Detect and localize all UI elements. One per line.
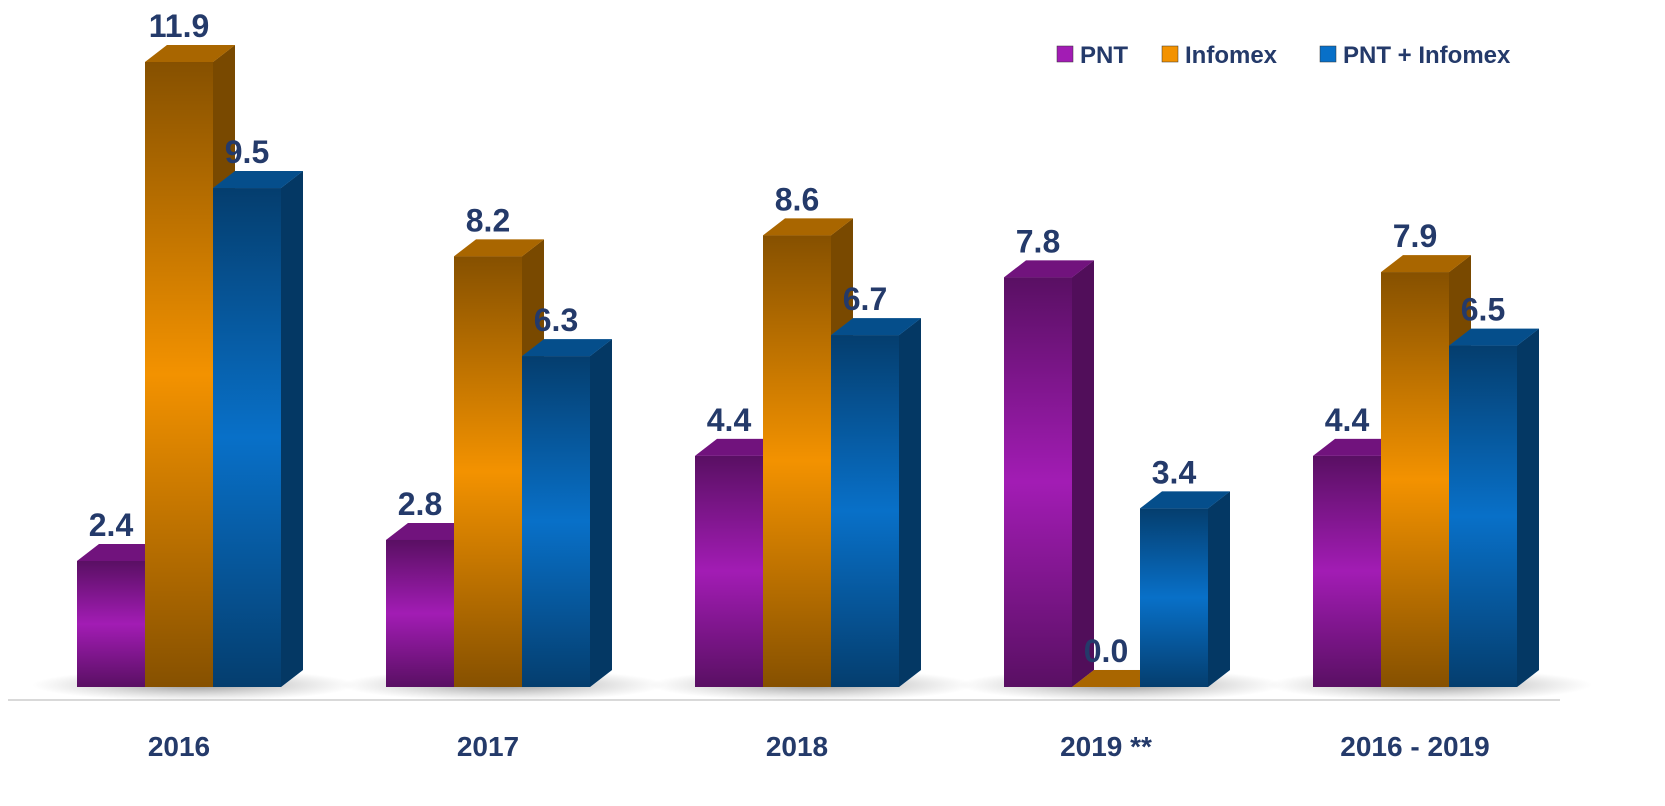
legend-swatch xyxy=(1056,45,1074,63)
bar-front-shade xyxy=(77,560,145,687)
bar-front-shade xyxy=(763,235,831,687)
x-tick-label: 2016 xyxy=(148,731,210,762)
bar-top xyxy=(77,543,167,561)
x-tick-label: 2018 xyxy=(766,731,828,762)
value-label: 4.4 xyxy=(707,402,752,438)
x-tick-label: 2016 - 2019 xyxy=(1340,731,1489,762)
bar-top-shade xyxy=(763,218,853,236)
bar-top-shade xyxy=(454,239,544,257)
bar xyxy=(522,339,612,687)
bar-top xyxy=(1004,260,1094,278)
x-tick-label: 2019 ** xyxy=(1060,731,1152,762)
value-label: 9.5 xyxy=(225,134,269,170)
bar-top-shade xyxy=(213,171,303,189)
value-label: 11.9 xyxy=(149,8,210,44)
value-label: 0.0 xyxy=(1084,633,1128,669)
legend-item: PNT + Infomex xyxy=(1319,42,1511,69)
bar-front-shade xyxy=(831,335,899,687)
value-label: 8.6 xyxy=(775,181,819,217)
legend-swatch xyxy=(1319,45,1337,63)
bar-top-shade xyxy=(1140,491,1230,509)
x-tick-label: 2017 xyxy=(457,731,519,762)
bar xyxy=(1004,260,1094,687)
legend-label: PNT xyxy=(1080,42,1128,69)
bar-front-shade xyxy=(1140,508,1208,687)
bar-side-shade xyxy=(590,339,612,687)
bar-top-shade xyxy=(386,522,476,540)
bar-top xyxy=(1140,491,1230,509)
bar-top-shade xyxy=(145,45,235,62)
bar xyxy=(1449,328,1539,687)
bar-front-shade xyxy=(1381,272,1449,687)
value-label: 3.4 xyxy=(1152,454,1197,490)
bar xyxy=(213,171,303,687)
bar-front-shade xyxy=(386,539,454,687)
bar-side-shade xyxy=(1517,328,1539,687)
bar-top xyxy=(454,239,544,257)
legend-label: Infomex xyxy=(1185,42,1278,69)
bar-front-shade xyxy=(1313,455,1381,687)
bar-top xyxy=(695,438,785,456)
bar xyxy=(1140,491,1230,687)
bar xyxy=(831,318,921,687)
value-label: 4.4 xyxy=(1325,402,1370,438)
legend-label: PNT + Infomex xyxy=(1343,42,1511,69)
value-label: 7.8 xyxy=(1016,223,1060,259)
bar-top xyxy=(1449,328,1539,346)
bar-side-shade xyxy=(281,171,303,687)
bar-top xyxy=(213,171,303,189)
bar-side-shade xyxy=(1208,491,1230,687)
bar-top-shade xyxy=(1313,438,1403,456)
bar-front-shade xyxy=(1004,277,1072,687)
bar-top xyxy=(1381,255,1471,273)
bar xyxy=(1072,670,1162,687)
bar-top-shade xyxy=(1004,260,1094,278)
legend-item: Infomex xyxy=(1161,42,1278,69)
bar-side-shade xyxy=(899,318,921,687)
bar-front-shade xyxy=(1449,345,1517,687)
bar-front-shade xyxy=(695,455,763,687)
legend-item: PNT xyxy=(1056,42,1128,69)
value-label: 6.5 xyxy=(1461,292,1505,328)
bar-top-shade xyxy=(1449,328,1539,346)
bar-top-shade xyxy=(522,339,612,357)
legend-swatch xyxy=(1161,45,1179,63)
bar-top xyxy=(763,218,853,236)
bar-front-shade xyxy=(213,188,281,687)
bar-top xyxy=(831,318,921,336)
value-label: 6.7 xyxy=(843,281,887,317)
bar-top-shade xyxy=(695,438,785,456)
bar-front-shade xyxy=(522,356,590,687)
bar-front-shade xyxy=(145,62,213,687)
value-label: 8.2 xyxy=(466,202,510,238)
bar-front-shade xyxy=(454,256,522,687)
value-label: 7.9 xyxy=(1393,218,1437,254)
bar-top xyxy=(1313,438,1403,456)
bar-top xyxy=(1072,670,1162,687)
bar-top xyxy=(145,45,235,62)
bar-side-shade xyxy=(1072,260,1094,687)
bar-top-shade xyxy=(77,543,167,561)
value-label: 2.4 xyxy=(89,507,134,543)
bar-top-shade xyxy=(831,318,921,336)
value-label: 2.8 xyxy=(398,486,442,522)
bar-top-shade xyxy=(1072,670,1162,687)
bar-top xyxy=(386,522,476,540)
bar-top-shade xyxy=(1381,255,1471,273)
bar-top xyxy=(522,339,612,357)
value-label: 6.3 xyxy=(534,302,578,338)
